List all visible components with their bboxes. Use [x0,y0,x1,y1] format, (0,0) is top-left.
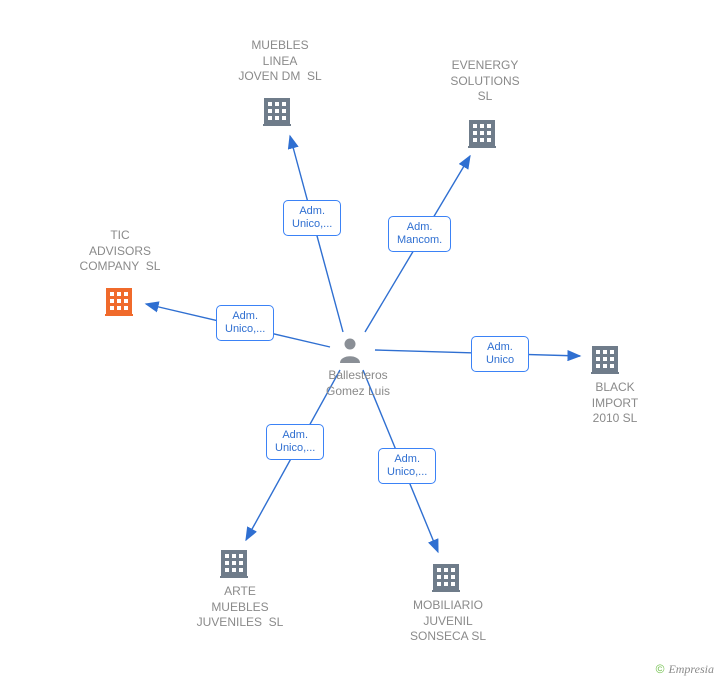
center-node-label: BallesterosGomez Luis [318,368,398,399]
node-label[interactable]: EVENERGYSOLUTIONSSL [435,58,535,105]
edge-label[interactable]: Adm.Unico,... [378,448,436,484]
diagram-svg [0,0,728,685]
node-label[interactable]: TICADVISORSCOMPANY SL [60,228,180,275]
edge-label[interactable]: Adm.Unico,... [216,305,274,341]
node-label[interactable]: BLACKIMPORT2010 SL [585,380,645,427]
building-icon[interactable] [432,562,460,592]
building-icon[interactable] [591,344,619,374]
node-label[interactable]: MOBILIARIOJUVENILSONSECA SL [398,598,498,645]
building-icon[interactable] [263,96,291,126]
person-icon [338,337,362,368]
watermark: ©Empresia [656,662,714,677]
edge-label[interactable]: Adm.Mancom. [388,216,451,252]
node-label[interactable]: MUEBLESLINEAJOVEN DM SL [225,38,335,85]
building-icon[interactable] [468,118,496,148]
copyright-symbol: © [656,662,665,676]
edge-label[interactable]: Adm.Unico,... [266,424,324,460]
building-icon[interactable] [220,548,248,578]
node-label[interactable]: ARTEMUEBLESJUVENILES SL [185,584,295,631]
edge-label[interactable]: Adm.Unico [471,336,529,372]
copyright-text: Empresia [668,662,714,676]
building-icon[interactable] [105,286,133,316]
edge-label[interactable]: Adm.Unico,... [283,200,341,236]
